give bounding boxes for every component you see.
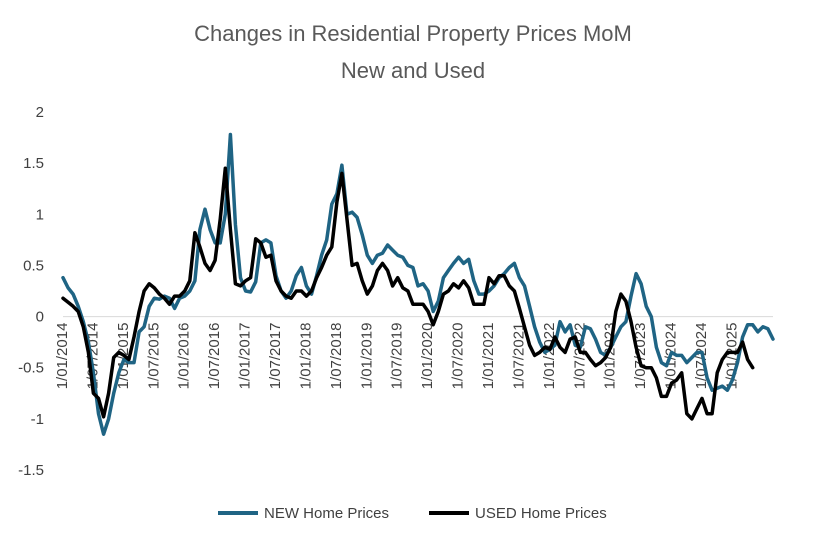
x-tick-label: 1/01/2016	[176, 323, 193, 390]
series-line-used-home-prices[interactable]	[61, 166, 755, 421]
x-tick-label: 1/07/2016	[206, 323, 223, 390]
chart-title: Changes in Residential Property Prices M…	[194, 21, 632, 46]
y-tick-label: 2	[36, 104, 44, 121]
x-tick-label: 1/07/2020	[450, 323, 467, 390]
chart-subtitle: New and Used	[341, 58, 485, 83]
x-tick-label: 1/01/2021	[480, 323, 497, 390]
x-axis: 1/01/2014 1/07/2014 1/01/2015 1/07/2015 1/01…	[54, 323, 740, 390]
legend: NEW Home Prices USED Home Prices	[218, 505, 607, 522]
y-tick-label: 0	[36, 309, 44, 326]
x-tick-label: 1/07/2019	[389, 323, 406, 390]
x-tick-label: 1/01/2017	[237, 323, 254, 390]
x-tick-label: 1/07/2017	[267, 323, 284, 390]
legend-item-used[interactable]: USED Home Prices	[429, 505, 607, 522]
x-tick-label: 1/07/2023	[632, 323, 649, 390]
x-tick-label: 1/07/2021	[510, 323, 527, 390]
y-tick-label: 1.5	[23, 155, 44, 172]
y-tick-label: 0.5	[23, 257, 44, 274]
x-tick-label: 1/07/2018	[328, 323, 345, 390]
y-tick-label: -1.5	[18, 462, 44, 479]
y-tick-label: -0.5	[18, 360, 44, 377]
y-tick-label: -1	[31, 411, 44, 428]
legend-label-new: NEW Home Prices	[264, 505, 389, 522]
x-tick-label: 1/07/2015	[145, 323, 162, 390]
x-tick-label: 1/01/2020	[419, 323, 436, 390]
legend-item-new[interactable]: NEW Home Prices	[218, 505, 389, 522]
x-tick-label: 1/01/2018	[297, 323, 314, 390]
y-axis: 2 1.5 1 0.5 0 -0.5 -1 -1.5	[18, 104, 44, 479]
series-layer	[61, 132, 775, 436]
series-line-new-home-prices[interactable]	[61, 132, 775, 436]
y-tick-label: 1	[36, 206, 44, 223]
x-tick-label: 1/01/2014	[54, 323, 71, 390]
x-tick-label: 1/01/2019	[358, 323, 375, 390]
legend-label-used: USED Home Prices	[475, 505, 607, 522]
x-tick-label: 1/01/2022	[541, 323, 558, 390]
